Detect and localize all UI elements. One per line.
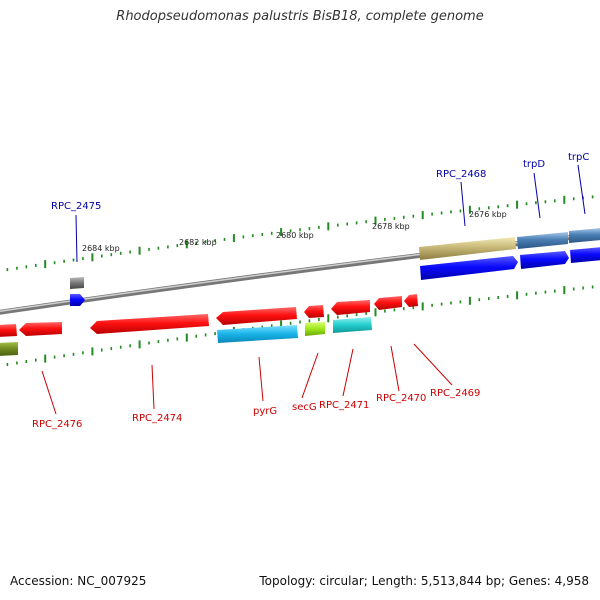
gene-rpc-2475-lower[interactable]	[70, 294, 85, 306]
gene-label-rpc-2471: RPC_2471	[319, 400, 369, 411]
gene-rpc-2470[interactable]	[374, 296, 402, 310]
gene-rpc-2468-cds[interactable]	[420, 256, 518, 280]
gene-label-rpc-2474: RPC_2474	[132, 413, 182, 424]
gene-label-rpc-2469: RPC_2469	[430, 388, 480, 399]
gene-rpc-2475-upper[interactable]	[70, 277, 84, 289]
leader-line	[533, 172, 541, 219]
gene-rpc-2476-a[interactable]	[0, 324, 17, 337]
accession-text: Accession: NC_007925	[10, 574, 147, 588]
gene-pyrG-cds[interactable]	[217, 325, 298, 343]
gene-rpc-2474[interactable]	[90, 314, 209, 334]
leader-line	[390, 345, 400, 392]
map-title: Rhodopseudomonas palustris BisB18, compl…	[116, 9, 484, 24]
gene-trpD-cds[interactable]	[520, 251, 569, 269]
leader-line	[460, 181, 466, 227]
leader-line	[258, 356, 264, 402]
gene-rpc-2469[interactable]	[404, 294, 418, 307]
scale-label: 2682 kbp	[179, 238, 217, 247]
gene-trpC-cds[interactable]	[570, 247, 600, 263]
gene-rpc-2468[interactable]	[419, 237, 516, 260]
gene-label-pyrG: pyrG	[253, 406, 277, 417]
genome-stats-text: Topology: circular; Length: 5,513,844 bp…	[259, 574, 589, 588]
gene-label-rpc-2475: RPC_2475	[51, 201, 101, 212]
leader-line	[75, 214, 78, 263]
scale-label: 2680 kbp	[276, 231, 314, 240]
gene-label-rpc-2470: RPC_2470	[376, 393, 426, 404]
leader-line	[577, 164, 586, 215]
reverse-features	[0, 294, 418, 356]
gene-label-rpc-2476: RPC_2476	[32, 419, 82, 430]
leader-line	[41, 370, 57, 415]
leader-line	[413, 343, 453, 386]
gene-rpc-2471-cds[interactable]	[333, 317, 372, 333]
forward-features	[70, 228, 600, 306]
leader-line	[151, 364, 155, 410]
gene-secG[interactable]	[304, 305, 324, 318]
scale-label: 2678 kbp	[372, 222, 410, 231]
gene-rpc-2476-b[interactable]	[19, 322, 62, 336]
scale-ticks-lower	[6, 285, 594, 366]
gene-olive[interactable]	[0, 342, 18, 356]
gene-secG-cds[interactable]	[305, 322, 325, 336]
gene-trpD[interactable]	[517, 232, 568, 249]
gene-label-trpC: trpC	[568, 152, 589, 163]
leader-line	[342, 348, 354, 397]
gene-label-secG: secG	[292, 402, 317, 413]
gene-rpc-2471[interactable]	[331, 300, 370, 315]
gene-trpC[interactable]	[569, 228, 600, 243]
gene-label-rpc-2468: RPC_2468	[436, 169, 486, 180]
scale-label: 2676 kbp	[469, 210, 507, 219]
scale-label: 2684 kbp	[82, 244, 120, 253]
scale-ticks-upper	[6, 195, 594, 272]
leader-line	[301, 352, 319, 399]
gene-label-trpD: trpD	[523, 159, 545, 170]
gene-pyrG[interactable]	[216, 307, 297, 325]
